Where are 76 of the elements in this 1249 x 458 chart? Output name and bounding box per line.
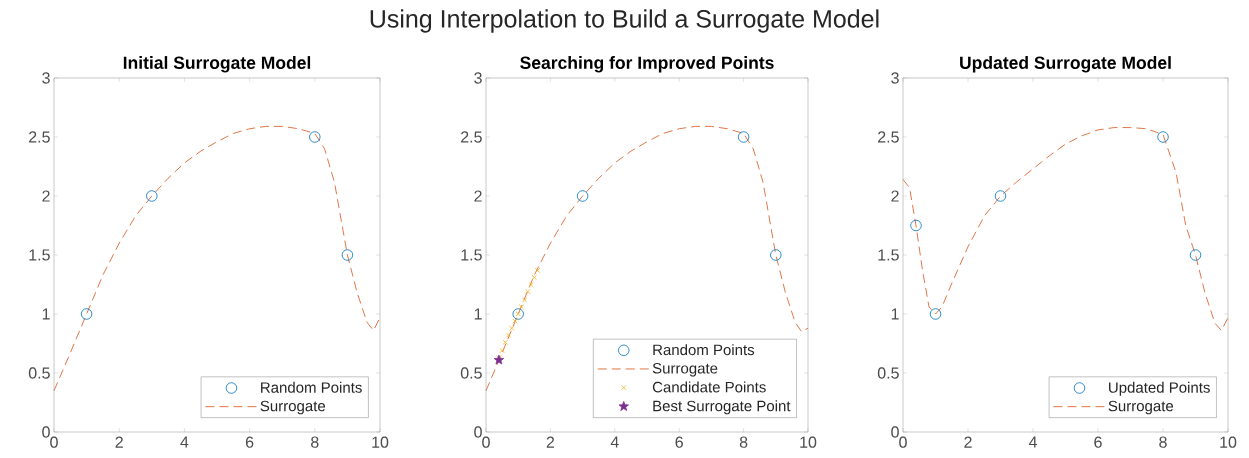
point <box>534 267 541 273</box>
x-tick-label: 2 <box>546 436 555 448</box>
x-tick-label: 0 <box>50 436 58 448</box>
point <box>146 190 158 202</box>
x-tick-label: 2 <box>115 436 123 448</box>
x-tick-label: 6 <box>1094 436 1102 448</box>
point <box>499 347 505 354</box>
x-tick-label: 0 <box>899 436 907 448</box>
point <box>1189 249 1202 261</box>
y-tick-label: 1 <box>42 308 50 320</box>
line-series <box>485 125 809 392</box>
chart-title: Updated Surrogate Model <box>960 56 1171 73</box>
y-tick-label: 1.5 <box>29 249 50 261</box>
y-tick-label: 0 <box>891 426 899 438</box>
point <box>521 297 528 303</box>
legend-label: Best Surrogate Point <box>653 400 791 415</box>
chart-title: Initial Surrogate Model <box>123 56 311 73</box>
point <box>929 308 942 320</box>
legend-label: Surrogate <box>652 362 718 377</box>
y-tick-label: 2.5 <box>29 131 50 143</box>
point <box>1157 131 1169 143</box>
y-tick-label: 0 <box>474 426 482 438</box>
point <box>309 131 321 143</box>
point <box>770 249 782 261</box>
legend-label: Random Points <box>653 344 755 356</box>
point <box>994 190 1007 202</box>
x-tick-label: 10 <box>372 436 389 448</box>
x-tick-label: 4 <box>1028 436 1037 448</box>
y-tick-label: 2.5 <box>461 131 482 143</box>
point <box>531 274 537 281</box>
legend-label: Random Points <box>261 381 362 393</box>
y-tick-label: 1 <box>474 308 482 320</box>
x-tick-label: 10 <box>1220 436 1237 448</box>
x-tick-label: 0 <box>482 436 490 448</box>
y-tick-label: 1.5 <box>878 249 899 261</box>
point <box>80 308 93 320</box>
point <box>525 288 531 295</box>
text: Using Interpolation to Build a Surrogate Model <box>370 9 879 33</box>
y-tick-label: 2 <box>891 190 899 202</box>
point <box>528 281 534 288</box>
x-tick-label: 4 <box>180 436 189 448</box>
y-tick-label: 1.5 <box>461 249 482 261</box>
y-tick-label: 2 <box>474 190 482 202</box>
point <box>493 354 505 365</box>
point <box>512 318 518 324</box>
point <box>505 332 512 338</box>
y-tick-label: 3 <box>891 72 899 84</box>
y-tick-label: 0 <box>42 426 50 438</box>
y-tick-label: 0.5 <box>877 367 899 379</box>
y-tick-label: 0.5 <box>28 367 50 379</box>
legend-label: Updated Points <box>1109 381 1210 396</box>
point <box>910 219 922 232</box>
y-tick-label: 3 <box>474 72 482 84</box>
legend-label: Candidate Points <box>652 381 766 393</box>
x-tick-label: 4 <box>610 436 619 448</box>
point <box>737 131 750 143</box>
chart-title: Searching for Improved Points <box>520 56 774 73</box>
point <box>341 249 354 261</box>
legend-label: Surrogate <box>260 400 326 415</box>
y-tick-label: 3 <box>42 72 50 84</box>
x-tick-label: 6 <box>675 436 683 448</box>
y-tick-label: 2 <box>42 190 50 202</box>
point <box>518 304 525 310</box>
point <box>576 190 589 202</box>
x-tick-label: 2 <box>964 436 972 448</box>
x-tick-label: 8 <box>1159 436 1167 448</box>
point <box>509 325 515 331</box>
legend-label: Surrogate <box>1108 400 1174 415</box>
x-tick-label: 8 <box>311 436 319 448</box>
point <box>502 339 508 345</box>
y-tick-label: 2.5 <box>878 131 899 143</box>
x-tick-label: 6 <box>245 436 254 448</box>
x-tick-label: 8 <box>739 436 748 448</box>
y-tick-label: 1 <box>891 308 899 320</box>
x-tick-label: 10 <box>800 436 817 448</box>
y-tick-label: 0.5 <box>460 367 482 379</box>
